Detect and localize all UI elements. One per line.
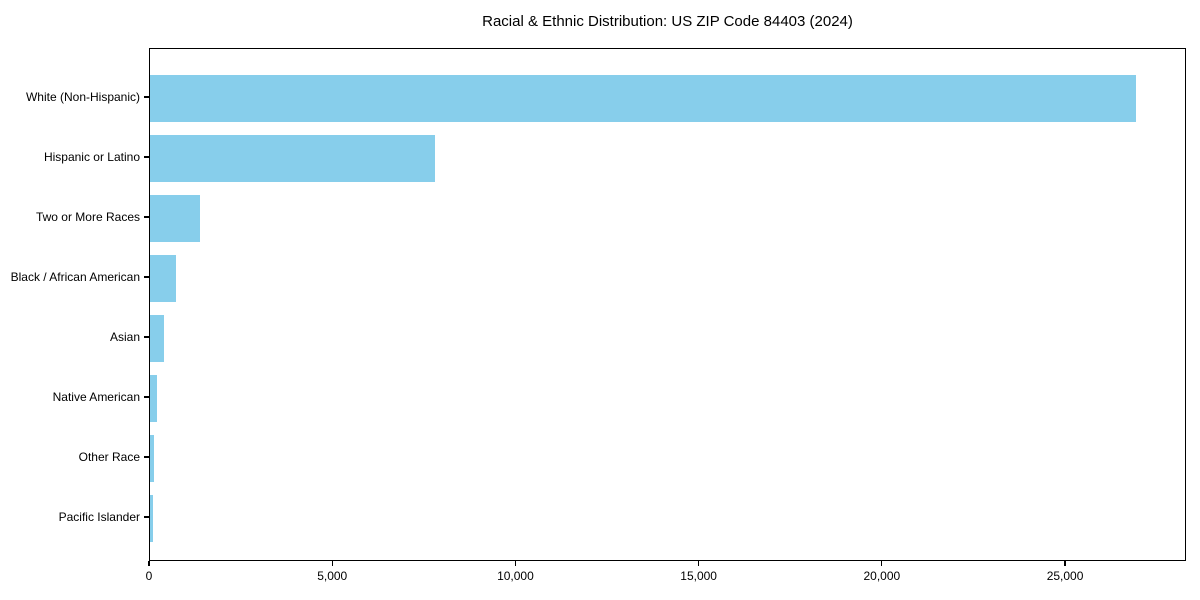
- y-tick-mark: [144, 516, 149, 518]
- y-tick-mark: [144, 396, 149, 398]
- y-tick-label-two-or-more-races: Two or More Races: [35, 210, 140, 224]
- bar-row-two-or-more-races: [150, 188, 1185, 248]
- y-tick-label-other-race: Other Race: [78, 450, 140, 464]
- bar-row-asian: [150, 308, 1185, 368]
- y-tick-mark: [144, 336, 149, 338]
- y-tick-row-two-or-more-races: Two or More Races: [0, 187, 149, 247]
- x-tick-label-25000: 25,000: [1046, 569, 1084, 583]
- y-tick-mark: [144, 456, 149, 458]
- x-tick-mark-25000: [1064, 561, 1066, 566]
- bar-black-african-american: [150, 254, 177, 302]
- bar-series: [150, 68, 1185, 548]
- plot-area: [149, 48, 1186, 561]
- bar-other-race: [150, 434, 154, 482]
- bar-row-other-race: [150, 428, 1185, 488]
- chart-title: Racial & Ethnic Distribution: US ZIP Cod…: [482, 13, 853, 30]
- bar-two-or-more-races: [150, 194, 201, 242]
- x-tick-label-5000: 5,000: [317, 569, 348, 583]
- y-tick-row-hispanic-or-latino: Hispanic or Latino: [0, 127, 149, 187]
- y-tick-mark: [144, 216, 149, 218]
- x-tick-label-20000: 20,000: [863, 569, 901, 583]
- y-tick-label-asian: Asian: [109, 330, 140, 344]
- y-tick-row-white-non-hispanic: White (Non-Hispanic): [0, 67, 149, 127]
- x-tick-mark-15000: [698, 561, 700, 566]
- y-tick-row-black-african-american: Black / African American: [0, 247, 149, 307]
- y-axis-labels: White (Non-Hispanic) Hispanic or Latino Tw…: [0, 67, 149, 547]
- y-tick-row-pacific-islander: Pacific Islander: [0, 487, 149, 547]
- bar-row-pacific-islander: [150, 488, 1185, 548]
- y-tick-label-black-african-american: Black / African American: [10, 270, 140, 284]
- x-tick-mark-20000: [881, 561, 883, 566]
- x-tick-label-10000: 10,000: [497, 569, 534, 583]
- y-tick-row-asian: Asian: [0, 307, 149, 367]
- bar-native-american: [150, 374, 158, 422]
- bar-hispanic-or-latino: [150, 134, 435, 182]
- x-tick-mark-10000: [514, 561, 517, 566]
- y-tick-label-hispanic-or-latino: Hispanic or Latino: [43, 150, 140, 164]
- y-tick-mark: [144, 156, 149, 158]
- y-tick-mark: [144, 96, 149, 98]
- x-tick-label-0: 0: [145, 569, 153, 583]
- bar-row-native-american: [150, 368, 1185, 428]
- y-tick-label-white-non-hispanic: White (Non-Hispanic): [25, 90, 140, 104]
- bar-row-hispanic-or-latino: [150, 128, 1185, 188]
- bar-row-white-non-hispanic: [150, 68, 1185, 128]
- y-tick-label-pacific-islander: Pacific Islander: [58, 510, 140, 524]
- y-tick-mark: [144, 276, 149, 278]
- bar-asian: [150, 314, 164, 362]
- y-tick-row-other-race: Other Race: [0, 427, 149, 487]
- x-tick-mark-5000: [331, 561, 333, 566]
- bar-white-non-hispanic: [150, 74, 1136, 122]
- bar-row-black-african-american: [150, 248, 1185, 308]
- x-tick-label-15000: 15,000: [680, 569, 717, 583]
- y-tick-label-native-american: Native American: [52, 390, 140, 404]
- bar-pacific-islander: [150, 494, 154, 542]
- x-tick-mark-0: [148, 561, 150, 566]
- y-tick-row-native-american: Native American: [0, 367, 149, 427]
